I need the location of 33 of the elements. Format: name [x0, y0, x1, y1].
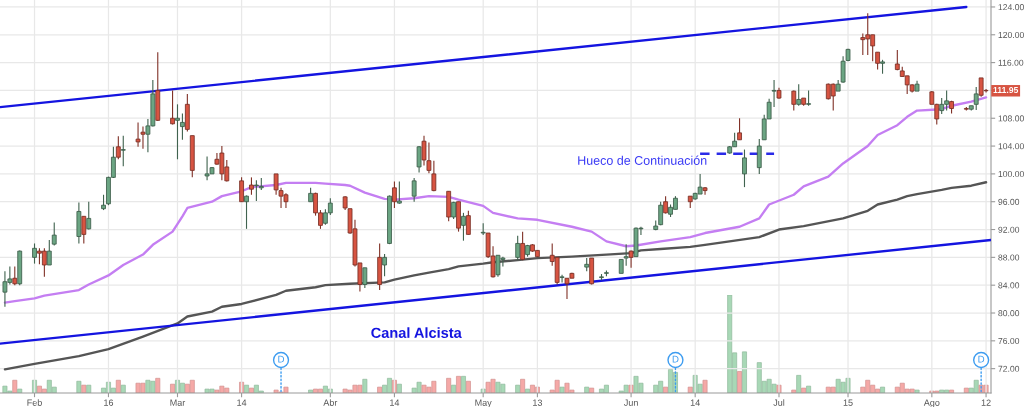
y-tick-label: 100.00 [998, 171, 1024, 178]
y-tick-label: 120.00 [998, 31, 1024, 38]
y-tick-label: 104.00 [998, 143, 1024, 150]
annotation: D [672, 355, 679, 363]
annotation: Canal Alcista [371, 327, 462, 338]
x-tick-label: 16 [104, 399, 114, 406]
y-tick-label: 108.00 [998, 115, 1024, 122]
annotation: 111.95 [993, 86, 1019, 94]
x-tick-label: 14 [690, 399, 700, 406]
y-tick-label: 92.00 [998, 226, 1020, 233]
y-tick-label: 72.00 [998, 365, 1020, 372]
annotation: Hueco de Continuación [578, 155, 707, 165]
x-tick-label: 15 [843, 399, 853, 406]
y-tick-label: 124.00 [998, 4, 1024, 11]
annotation: D [978, 355, 985, 363]
x-tick-label: Jul [773, 399, 785, 406]
y-tick-label: 84.00 [998, 282, 1020, 289]
x-tick-label: 13 [533, 399, 543, 406]
y-tick-label: 96.00 [998, 198, 1020, 205]
y-tick-label: 116.00 [998, 59, 1024, 66]
y-tick-label: 88.00 [998, 254, 1020, 261]
x-tick-label: Mar [170, 399, 186, 406]
x-tick-label: 14 [237, 399, 247, 406]
x-tick-label: Feb [27, 399, 42, 406]
y-tick-label: 76.00 [998, 337, 1020, 345]
y-tick-label: 80.00 [998, 310, 1020, 317]
x-tick-label: Abr [323, 399, 338, 406]
x-tick-label: May [475, 399, 492, 407]
x-tick-label: Ago [923, 399, 940, 407]
annotation: D [278, 355, 285, 363]
x-tick-label: 14 [390, 399, 400, 406]
x-tick-label: Jun [623, 399, 638, 406]
x-tick-label: 12 [981, 399, 991, 406]
